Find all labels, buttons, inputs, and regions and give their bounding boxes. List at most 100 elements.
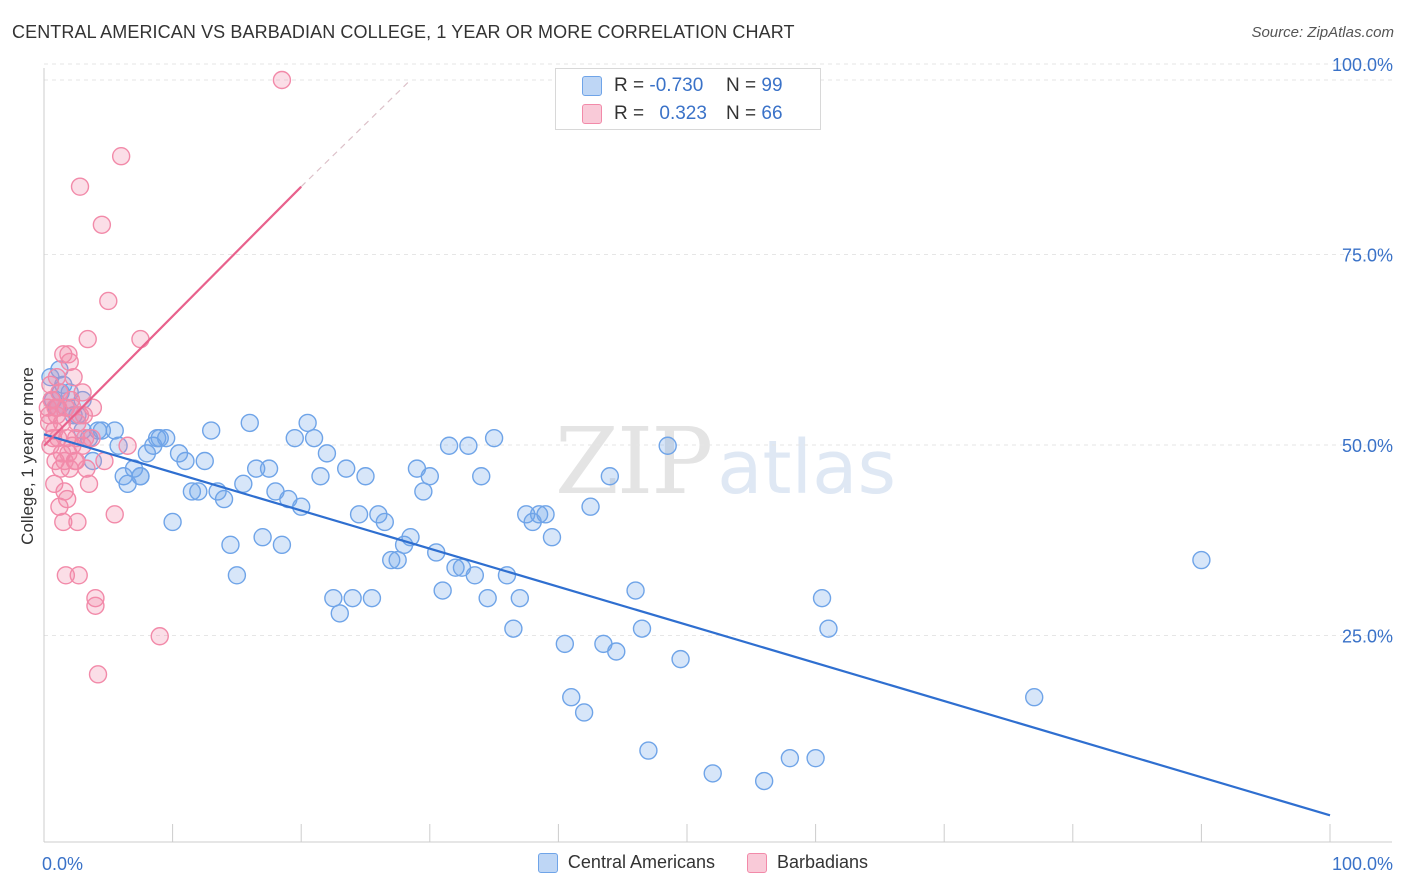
watermark: ZIPatlas [555, 408, 896, 515]
point-barbadians [82, 428, 101, 448]
point-central-americans [214, 489, 234, 509]
point-central-americans [504, 619, 523, 638]
point-barbadians [52, 444, 72, 463]
legend-n-value: 66 [761, 103, 783, 124]
legend-item-central-americans[interactable]: Central Americans [537, 852, 715, 873]
point-barbadians [59, 345, 78, 364]
y-tick-label: 75.0% [1342, 246, 1393, 266]
point-barbadians [105, 505, 124, 524]
point-central-americans [626, 581, 645, 600]
point-central-americans [272, 535, 292, 555]
x-tick-label: 0.0% [42, 854, 83, 874]
point-barbadians [39, 413, 59, 433]
point-central-americans [439, 436, 459, 455]
y-tick-label: 50.0% [1342, 436, 1393, 456]
point-central-americans [574, 703, 594, 722]
watermark-atlas: atlas [717, 425, 896, 511]
legend-label-central-americans: Central Americans [567, 852, 715, 872]
y-tick-label: 25.0% [1342, 627, 1393, 647]
point-central-americans [420, 467, 439, 486]
point-barbadians [92, 215, 112, 234]
legend-swatch-central-americans [537, 852, 558, 873]
point-central-americans [510, 588, 530, 608]
point-central-americans [388, 550, 407, 570]
series-legend: Central Americans Barbadians [0, 852, 1406, 873]
correlation-legend: R = -0.730 N = 99 R = 0.323 N = 66 [555, 68, 821, 130]
point-central-americans [382, 550, 401, 570]
point-barbadians [73, 383, 92, 402]
point-central-americans [253, 528, 272, 547]
point-central-americans [478, 588, 497, 608]
point-central-americans [459, 436, 478, 455]
point-central-americans [105, 421, 124, 440]
point-central-americans [819, 619, 838, 638]
point-central-americans [163, 512, 182, 532]
point-central-americans [703, 764, 722, 783]
point-central-americans [1025, 688, 1044, 707]
point-barbadians [99, 291, 118, 311]
point-central-americans [671, 649, 690, 669]
point-barbadians [131, 329, 150, 349]
point-central-americans [414, 482, 433, 501]
point-barbadians [60, 352, 79, 372]
point-central-americans [362, 588, 382, 608]
point-barbadians [56, 566, 76, 585]
point-central-americans [201, 421, 221, 440]
point-central-americans [176, 451, 195, 471]
point-central-americans [356, 467, 375, 486]
point-barbadians [150, 627, 169, 646]
point-central-americans [581, 497, 600, 516]
chart-title: CENTRAL AMERICAN VS BARBADIAN COLLEGE, 1… [12, 22, 795, 42]
point-central-americans [472, 467, 491, 486]
point-central-americans [465, 566, 485, 585]
legend-r-label: R = [614, 75, 645, 96]
point-central-americans [632, 619, 652, 638]
point-barbadians [83, 398, 103, 417]
point-central-americans [330, 604, 349, 623]
point-central-americans [484, 428, 504, 448]
point-barbadians [59, 444, 78, 463]
point-central-americans [639, 741, 658, 760]
point-central-americans [529, 505, 549, 524]
point-barbadians [111, 146, 131, 166]
point-central-americans [195, 451, 214, 471]
point-central-americans [555, 634, 575, 654]
point-barbadians [88, 665, 108, 684]
point-central-americans [600, 467, 620, 486]
point-barbadians [55, 482, 74, 501]
point-central-americans [806, 748, 825, 768]
point-central-americans [189, 482, 208, 501]
legend-row-barbadians: R = 0.323 N = 66 [582, 100, 783, 128]
point-central-americans [156, 428, 176, 448]
point-central-americans [562, 688, 581, 707]
point-central-americans [311, 467, 330, 486]
point-barbadians [77, 459, 96, 478]
point-barbadians [70, 177, 90, 196]
legend-swatch-central-americans [582, 76, 602, 96]
point-central-americans [607, 642, 626, 661]
legend-swatch-barbadians [746, 852, 767, 873]
point-central-americans [234, 474, 253, 494]
trendline-barbadians-extension [300, 79, 411, 188]
point-central-americans [337, 459, 356, 478]
legend-r-value: -0.730 [649, 75, 704, 96]
point-barbadians [54, 512, 73, 532]
point-barbadians [78, 329, 97, 349]
point-central-americans [433, 581, 452, 600]
point-central-americans [754, 771, 774, 791]
y-tick-label: 100.0% [1332, 55, 1393, 75]
point-barbadians [68, 512, 87, 532]
point-central-americans [221, 535, 240, 555]
point-central-americans [446, 558, 465, 577]
point-central-americans [658, 436, 677, 455]
chart-source: Source: ZipAtlas.com [1251, 24, 1394, 41]
trendline-barbadians [43, 185, 302, 447]
point-barbadians [79, 474, 99, 494]
point-central-americans [227, 566, 247, 585]
point-central-americans [375, 512, 394, 532]
point-central-americans [324, 588, 343, 608]
trendline-central-americans [43, 433, 1331, 817]
point-central-americans [131, 467, 150, 486]
point-central-americans [536, 505, 555, 524]
legend-item-barbadians[interactable]: Barbadians [746, 852, 868, 873]
